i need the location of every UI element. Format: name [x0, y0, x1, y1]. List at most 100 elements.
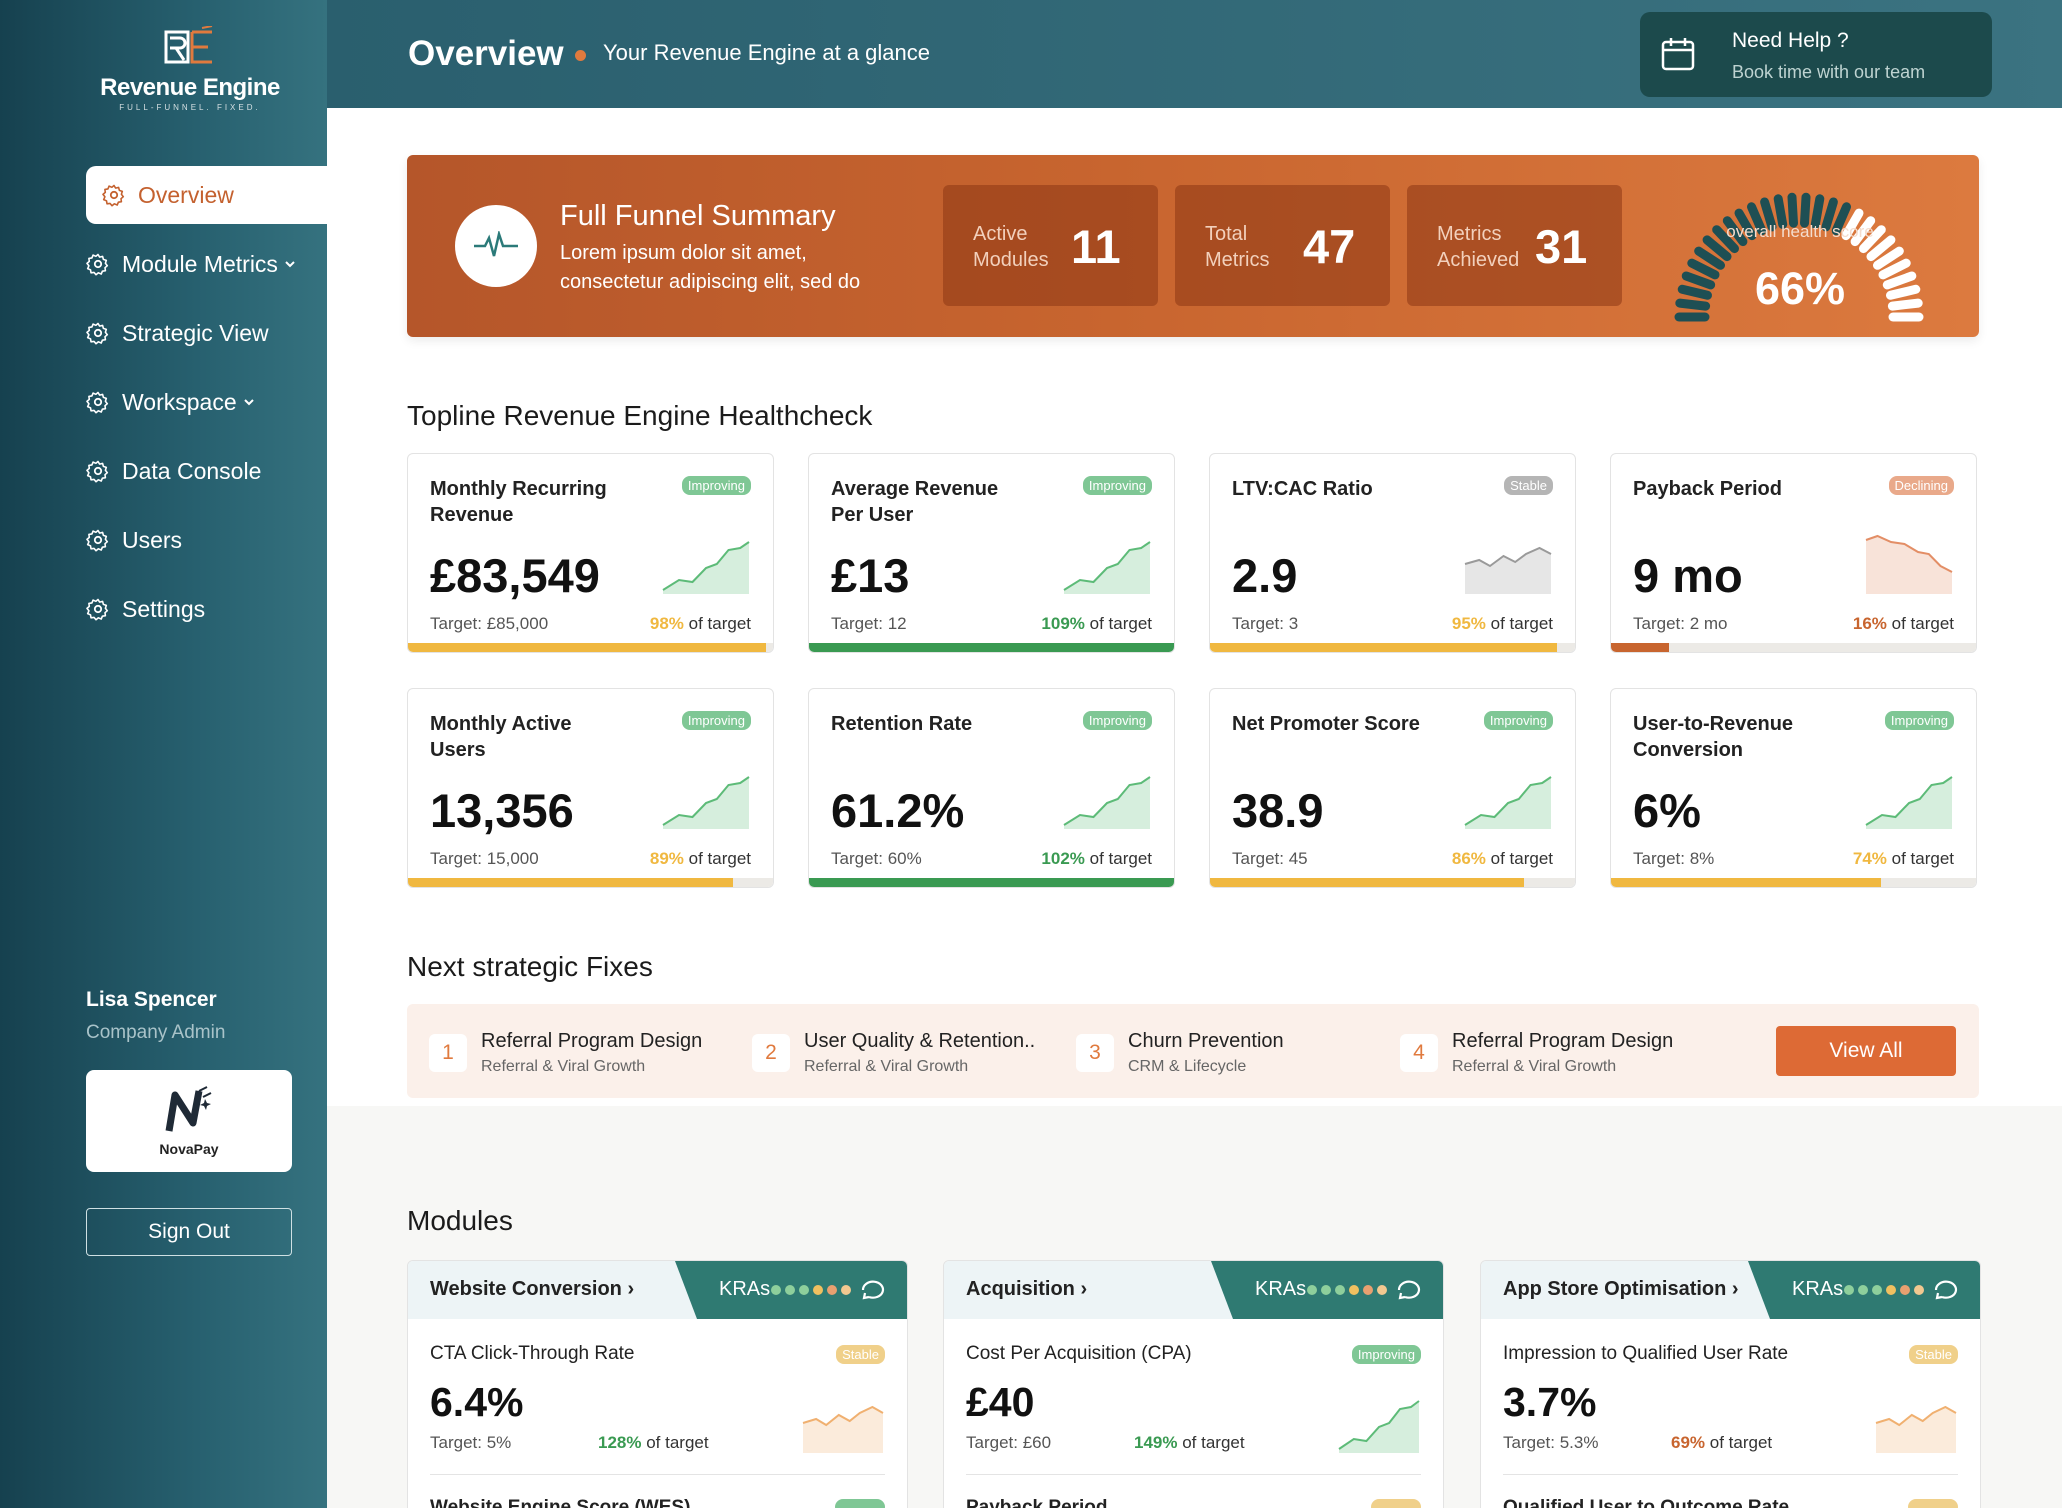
sidebar: Revenue Engine FULL-FUNNEL. FIXED. Overv… — [0, 0, 327, 1508]
percent-label: of target — [646, 1433, 709, 1452]
metric-card[interactable]: User-to-Revenue Conversion Improving 6% … — [1610, 688, 1977, 888]
metric-name: Net Promoter Score — [1232, 713, 1420, 735]
metric-card[interactable]: Payback Period Declining 9 mo Target: 2 … — [1610, 453, 1977, 653]
fix-item[interactable]: 2 User Quality & Retention.. Referral & … — [752, 1030, 1062, 1078]
progress-bar — [408, 878, 773, 887]
percent-value: 109% — [1041, 614, 1085, 633]
progress-bar — [1210, 878, 1575, 887]
page-title: Overview — [408, 34, 564, 73]
metric-card[interactable]: Net Promoter Score Improving 38.9 Target… — [1209, 688, 1576, 888]
fix-number: 1 — [429, 1034, 467, 1072]
progress-fill — [408, 878, 733, 887]
gauge-segment — [1773, 194, 1788, 229]
metric-card[interactable]: Average Revenue Per User Improving £13 T… — [808, 453, 1175, 653]
top-bar: Overview Your Revenue Engine at a glance… — [327, 0, 2062, 108]
fix-item[interactable]: 4 Referral Program Design Referral & Vir… — [1400, 1030, 1710, 1078]
nav-item-data-console[interactable]: Data Console — [86, 442, 327, 500]
module-card[interactable]: App Store Optimisation › KRAs Impression… — [1480, 1260, 1981, 1508]
module-title-link[interactable]: Acquisition › — [966, 1278, 1087, 1301]
brand-logo[interactable]: Revenue Engine FULL-FUNNEL. FIXED. — [100, 25, 280, 112]
metric-card[interactable]: Monthly Recurring Revenue Improving £83,… — [407, 453, 774, 653]
gauge-segment — [1850, 216, 1876, 247]
kras-indicator[interactable]: KRAs — [1748, 1261, 1980, 1319]
stat-label: Active Modules — [973, 223, 1049, 271]
gauge-segment — [1882, 271, 1917, 290]
gear-icon — [86, 460, 109, 483]
gear-icon — [86, 322, 109, 345]
gear-icon — [86, 253, 109, 276]
kras-indicator[interactable]: KRAs — [1211, 1261, 1443, 1319]
nav-item-overview[interactable]: Overview — [86, 166, 327, 224]
metric-value: 2.9 — [1232, 549, 1298, 602]
kra-dot — [1349, 1285, 1359, 1295]
gear-icon — [102, 184, 125, 207]
kra-dot — [827, 1285, 837, 1295]
sparkline-chart — [1062, 532, 1152, 594]
sidebar-nav: Overview Module Metrics Strategic View Work… — [86, 166, 327, 649]
kpi-target: Target: 5% — [430, 1433, 512, 1452]
chevron-down-icon — [243, 399, 254, 406]
metric-name: LTV:CAC Ratio — [1232, 478, 1373, 500]
nav-item-settings[interactable]: Settings — [86, 580, 327, 638]
module-title-link[interactable]: Website Conversion › — [430, 1278, 634, 1301]
stat-value: 11 — [1071, 220, 1121, 273]
kpi-value: 3.7% — [1503, 1379, 1597, 1425]
nav-item-label: Overview — [138, 181, 234, 208]
fix-title: User Quality & Retention.. — [804, 1030, 1036, 1052]
gauge-segment — [1681, 271, 1716, 290]
progress-fill — [408, 643, 766, 652]
metric-card[interactable]: Retention Rate Improving 61.2% Target: 6… — [808, 688, 1175, 888]
nav-item-strategic-view[interactable]: Strategic View — [86, 304, 327, 362]
kra-dot — [799, 1285, 809, 1295]
module-card[interactable]: Website Conversion › KRAs CTA Click-Thro… — [407, 1260, 908, 1508]
nav-item-workspace[interactable]: Workspace — [86, 373, 327, 431]
gauge-segment — [1886, 284, 1921, 300]
status-badge — [835, 1499, 885, 1508]
progress-bar — [1210, 643, 1575, 652]
nav-item-module-metrics[interactable]: Module Metrics — [86, 235, 327, 293]
nav-item-label: Users — [122, 526, 183, 553]
metric-card[interactable]: Monthly Active Users Improving 13,356 Ta… — [407, 688, 774, 888]
status-badge: Improving — [681, 476, 751, 495]
help-booking-button[interactable]: Need Help ? Book time with our team — [1640, 12, 1992, 97]
sparkline-chart — [661, 532, 751, 594]
gauge-segment — [1694, 246, 1725, 270]
fix-title: Churn Prevention — [1128, 1030, 1284, 1052]
metric-card[interactable]: LTV:CAC Ratio Stable 2.9 Target: 3 95% o… — [1209, 453, 1576, 653]
percent-label: of target — [1709, 1433, 1773, 1452]
metric-name: Average Revenue Per User — [831, 478, 999, 526]
metric-percent: 89% of target — [650, 849, 751, 869]
help-title: Need Help ? — [1732, 29, 1849, 52]
module-card[interactable]: Acquisition › KRAs Cost Per Acquisition … — [943, 1260, 1444, 1508]
nav-item-users[interactable]: Users — [86, 511, 327, 569]
gauge-segment — [1677, 284, 1712, 300]
metric-value: 6% — [1633, 784, 1701, 837]
gauge-segment — [1747, 202, 1767, 236]
metric-percent: 95% of target — [1452, 614, 1553, 634]
kra-dot — [1321, 1285, 1331, 1295]
kras-indicator[interactable]: KRAs — [675, 1261, 907, 1319]
module-title-link[interactable]: App Store Optimisation › — [1503, 1278, 1739, 1301]
sign-out-button[interactable]: Sign Out — [86, 1208, 292, 1256]
nav-item-label: Workspace — [122, 388, 237, 415]
metric-percent: 86% of target — [1452, 849, 1553, 869]
gauge-segment — [1841, 208, 1864, 241]
stat-total-metrics: Total Metrics 47 — [1175, 185, 1390, 306]
fix-category: CRM & Lifecycle — [1128, 1058, 1247, 1075]
summary-description: Lorem ipsum dolor sit amet, consectetur … — [560, 242, 861, 293]
gauge-segment — [1821, 197, 1838, 232]
progress-bar — [1611, 878, 1976, 887]
summary-title: Full Funnel Summary — [560, 200, 836, 232]
status-badge: Improving — [1082, 711, 1152, 730]
nav-item-label: Module Metrics — [122, 250, 278, 277]
view-all-button[interactable]: View All — [1776, 1026, 1956, 1076]
module-name: Website Conversion — [430, 1278, 622, 1300]
fix-item[interactable]: 3 Churn Prevention CRM & Lifecycle — [1076, 1030, 1386, 1078]
stat-label: Total Metrics — [1205, 223, 1270, 271]
fix-item[interactable]: 1 Referral Program Design Referral & Vir… — [429, 1030, 739, 1078]
chevron-down-icon — [285, 261, 295, 268]
kpi-name: Impression to Qualified User Rate — [1503, 1343, 1789, 1364]
kpi-percent: 128% of target — [598, 1433, 709, 1453]
sparkline-chart — [1864, 532, 1954, 594]
brand-tagline: FULL-FUNNEL. FIXED. — [119, 103, 261, 112]
